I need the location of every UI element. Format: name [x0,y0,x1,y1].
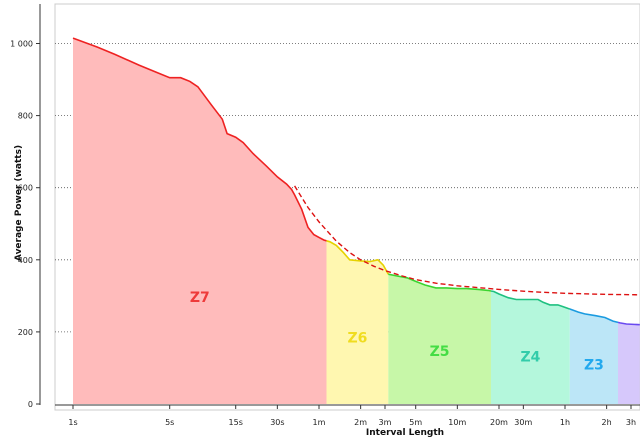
zone-label-z5: Z5 [430,344,450,360]
x-tick-label: 20m [490,418,508,427]
x-tick-label: 30s [270,418,284,427]
zone-area-z3 [569,309,618,404]
zone-area-z7 [73,38,327,404]
power-curve-segment-5 [569,308,619,324]
y-tick-label: 200 [18,328,33,337]
power-curve-segment-6 [617,321,640,326]
x-axis-title: Interval Length [366,428,444,438]
x-tick-label: 15s [229,418,243,427]
zone-label-z4: Z4 [520,350,540,366]
zone-labels: Z7 Z6 Z5 Z4 Z3 [190,290,604,374]
y-tick-label: 1 000 [10,40,33,49]
y-tick-label: 600 [18,184,33,193]
power-curve [72,37,640,326]
x-tick-label: 3m [379,418,392,427]
power-curve-segment-1 [72,37,327,242]
power-curve-segment-2 [326,240,389,275]
y-tick-label: 400 [18,256,33,265]
x-tick-label: 5m [409,418,422,427]
zone-area-z6 [326,240,389,404]
x-tick-label: 2m [354,418,367,427]
zone-area-z4 [491,291,570,404]
zone-area-z5 [388,274,491,404]
x-tick-label: 3h [626,418,636,427]
y-axis-title: Average Power (watts) [14,145,24,261]
x-tick-label: 30m [514,418,532,427]
x-tick-label: 1h [560,418,570,427]
x-tick-label: 10m [448,418,466,427]
zone-area-z2 [618,322,640,404]
zone-label-z3: Z3 [584,358,604,374]
y-tick-label: 0 [28,400,33,409]
x-tick-label: 2h [602,418,612,427]
y-tick-label: 800 [18,112,33,121]
power-curve-segment-4 [490,290,571,310]
x-tick-label: 5s [165,418,174,427]
x-tick-label: 1s [68,418,77,427]
tick-labels: 0 200 400 600 800 1 000 1s 5s 15s 30s 1m 2m 3m 5m 10m 2… [10,40,636,428]
axes [39,4,640,406]
zone-label-z7: Z7 [190,290,210,306]
model-curve [294,185,640,296]
zone-label-z6: Z6 [347,330,367,346]
x-tick-label: 1m [313,418,326,427]
zone-areas [73,38,640,404]
